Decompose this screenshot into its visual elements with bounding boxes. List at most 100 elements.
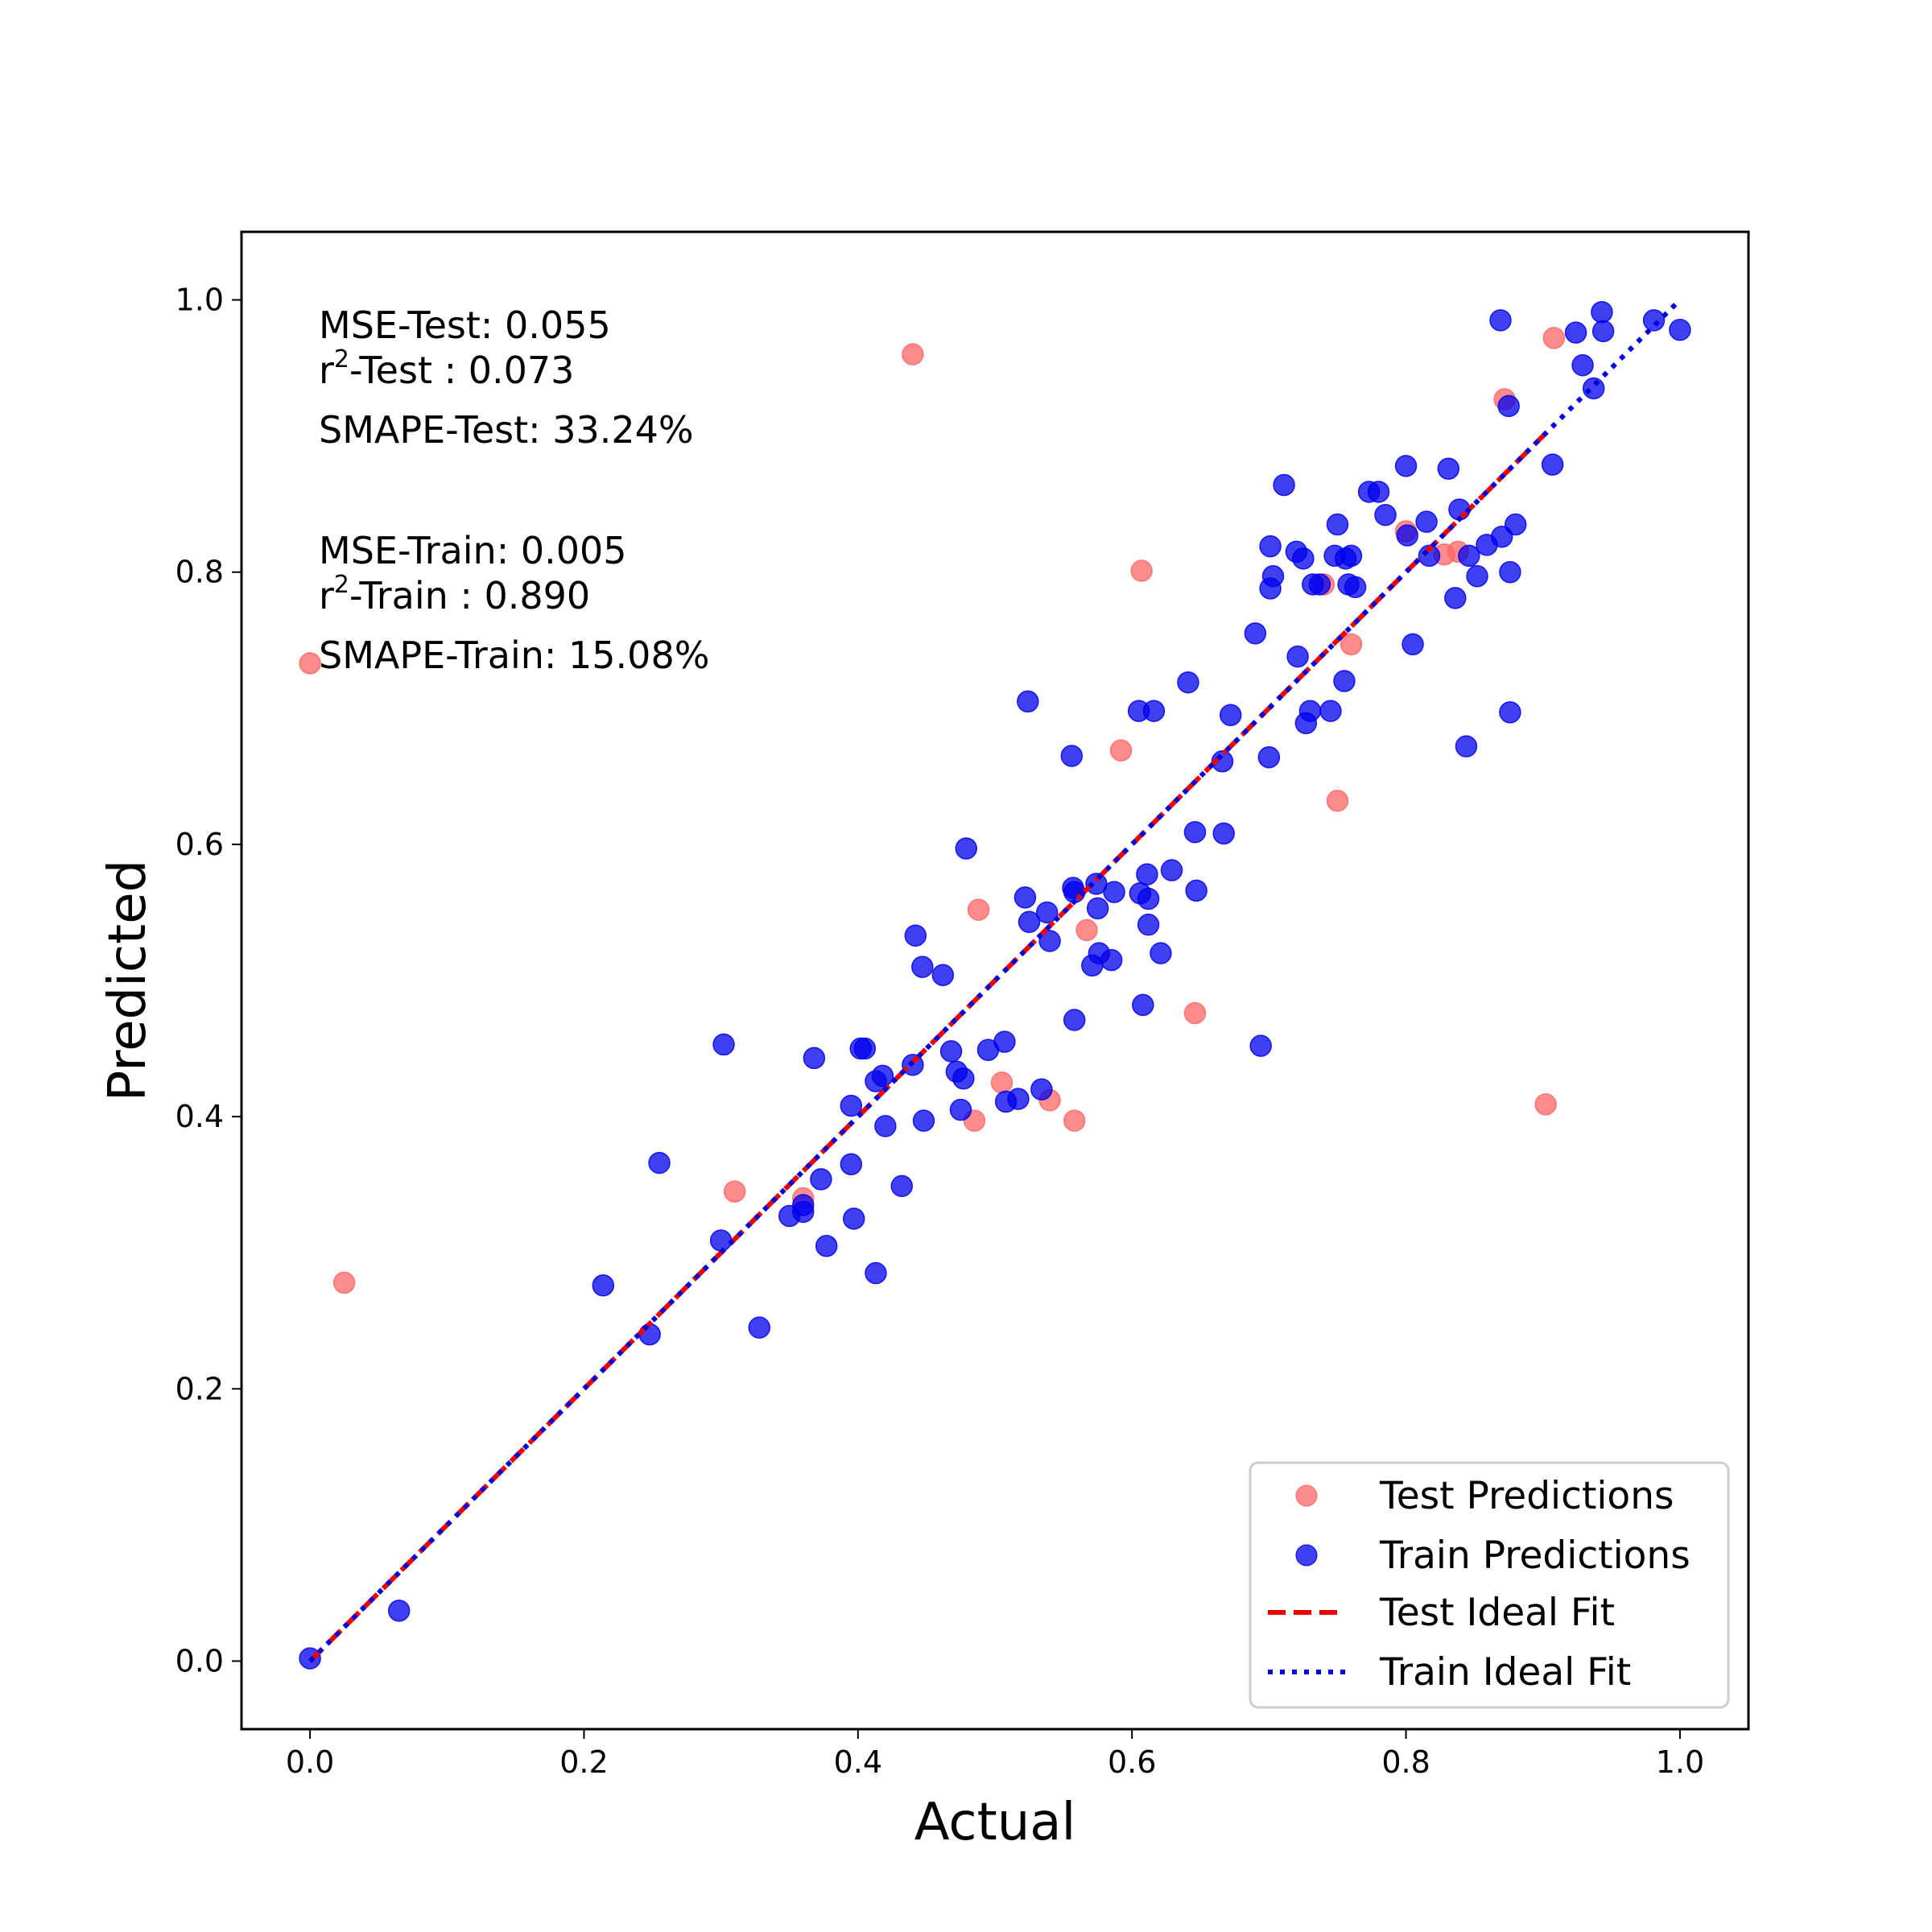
train-prediction-point: [1013, 886, 1037, 909]
train-prediction-point: [904, 924, 927, 947]
test-prediction-point: [1183, 1001, 1207, 1025]
train-prediction-point: [1418, 544, 1441, 568]
train-prediction-point: [931, 964, 955, 986]
legend-marker-train-predictions: [1295, 1544, 1318, 1567]
r2-test-text: r2-Test : 0.073: [319, 345, 574, 392]
r2-train-text: r2-Train : 0.890: [319, 571, 590, 617]
train-prediction-point: [1326, 513, 1349, 536]
plot-area: [299, 298, 1691, 1670]
metrics-annotation: MSE-Test: 0.055 r2-Test : 0.073 SMAPE-Te…: [319, 303, 709, 677]
legend-box: [1249, 1461, 1730, 1709]
legend-label-train-predictions: Train Predictions: [1379, 1534, 1690, 1578]
x-axis-ticks: 0.0 0.2 0.4 0.6 0.8 1.0: [286, 1729, 1704, 1780]
legend-label-test-ideal-fit: Test Ideal Fit: [1379, 1591, 1615, 1635]
train-prediction-point: [1504, 513, 1527, 536]
train-prediction-point: [1367, 481, 1390, 503]
test-prediction-point: [299, 652, 321, 675]
train-prediction-point: [1257, 745, 1281, 769]
legend-marker-test-predictions: [1295, 1484, 1318, 1507]
x-tick-label: 0.6: [1108, 1744, 1156, 1780]
train-prediction-point: [1273, 473, 1295, 497]
mse-test-text: MSE-Test: 0.055: [319, 303, 611, 347]
test-prediction-point: [1326, 790, 1349, 812]
test-prediction-point: [902, 343, 924, 365]
train-prediction-point: [1396, 524, 1418, 547]
train-prediction-point: [1137, 913, 1160, 936]
train-prediction-point: [1669, 318, 1691, 341]
train-prediction-point: [1086, 897, 1109, 920]
train-prediction-point: [912, 1109, 935, 1132]
train-prediction-point: [1591, 320, 1615, 343]
test-prediction-point: [1109, 739, 1133, 762]
train-prediction-point: [939, 1040, 963, 1063]
legend: Test Predictions Train Predictions Test …: [1249, 1461, 1730, 1709]
train-prediction-point: [709, 1229, 733, 1252]
y-tick-label: 0.8: [175, 555, 224, 590]
y-tick-label: 0.2: [175, 1371, 224, 1406]
smape-train-text: SMAPE-Train: 15.08%: [319, 634, 709, 677]
train-prediction-point: [1035, 901, 1059, 924]
train-prediction-point: [1030, 1078, 1053, 1101]
train-prediction-point: [1183, 820, 1207, 844]
train-prediction-point: [1219, 704, 1242, 727]
x-tick-label: 0.2: [559, 1744, 608, 1780]
train-prediction-point: [1261, 565, 1285, 588]
train-prediction-point: [949, 1098, 972, 1121]
train-prediction-point: [1244, 622, 1267, 645]
train-prediction-point: [810, 1168, 832, 1191]
train-prediction-point: [791, 1200, 815, 1224]
x-tick-label: 0.0: [286, 1744, 334, 1780]
train-prediction-point: [1582, 377, 1605, 400]
test-prediction-point: [1075, 919, 1098, 942]
train-prediction-point: [1259, 535, 1282, 558]
train-prediction-point: [1185, 879, 1208, 902]
train-prediction-point: [1017, 690, 1039, 713]
train-prediction-point: [1541, 453, 1564, 476]
train-prediction-point: [1177, 671, 1199, 694]
train-prediction-point: [1007, 1088, 1030, 1110]
train-prediction-point: [1308, 573, 1331, 596]
y-tick-label: 1.0: [175, 283, 224, 318]
train-prediction-point: [1211, 750, 1234, 773]
test-prediction-point: [1534, 1093, 1557, 1116]
train-prediction-point: [993, 1030, 1016, 1053]
test-prediction-point: [967, 898, 990, 921]
train-prediction-point: [1591, 301, 1613, 324]
train-prediction-point: [648, 1151, 671, 1174]
y-axis-ticks: 0.0 0.2 0.4 0.6 0.8 1.0: [175, 283, 242, 1678]
train-prediction-point: [1038, 930, 1061, 952]
train-prediction-point: [712, 1033, 735, 1056]
y-tick-label: 0.0: [175, 1643, 224, 1678]
train-prediction-point: [803, 1046, 826, 1070]
train-prediction-point: [592, 1274, 615, 1297]
train-prediction-point: [1286, 645, 1309, 668]
train-prediction-point: [1100, 948, 1123, 972]
train-prediction-point: [815, 1234, 838, 1257]
train-prediction-point: [874, 1115, 897, 1137]
test-prediction-point: [723, 1180, 746, 1203]
ideal-fit-lines-layer: [308, 298, 1682, 1663]
train-prediction-point: [1150, 942, 1172, 964]
test-prediction-point: [1063, 1109, 1086, 1132]
train-prediction-point: [1499, 560, 1521, 584]
train-prediction-point: [1063, 1009, 1086, 1031]
legend-label-test-predictions: Test Predictions: [1379, 1474, 1674, 1518]
train-prediction-point: [1458, 544, 1480, 568]
x-axis-label: Actual: [914, 1793, 1076, 1852]
train-prediction-point: [1437, 457, 1460, 480]
train-prediction-point: [1249, 1034, 1272, 1057]
train-prediction-point: [1402, 633, 1424, 656]
test-prediction-point: [332, 1271, 356, 1294]
train-prediction-point: [1444, 587, 1467, 609]
train-prediction-point: [1489, 309, 1512, 332]
train-prediction-point: [1497, 394, 1520, 418]
train-prediction-point: [1340, 544, 1363, 568]
train-prediction-point: [1455, 735, 1478, 758]
train-prediction-point: [1132, 993, 1154, 1017]
train-prediction-point: [1103, 881, 1125, 903]
train-prediction-point: [1374, 503, 1397, 526]
train-prediction-point: [1136, 863, 1158, 886]
train-prediction-point: [911, 956, 934, 978]
train-prediction-point: [638, 1323, 661, 1346]
